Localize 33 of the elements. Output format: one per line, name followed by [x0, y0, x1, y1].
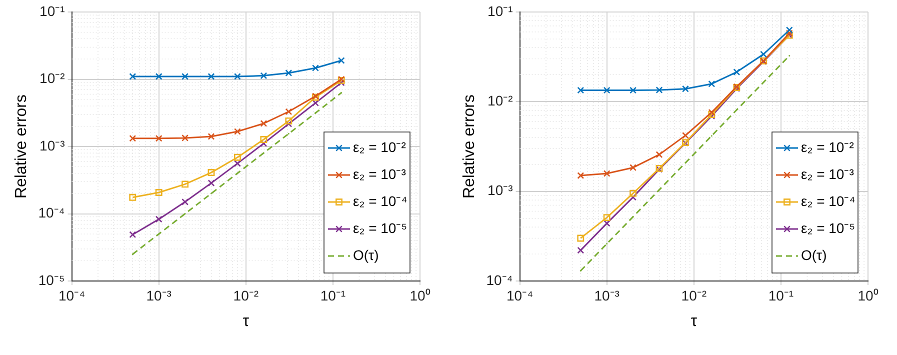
x-tick-label: 10⁻⁴ — [506, 287, 534, 304]
y-tick-label: 10⁻³ — [488, 182, 514, 198]
x-axis-title: τ — [242, 312, 250, 330]
y-axis-title: Relative errors — [13, 94, 30, 199]
x-tick-label: 10⁰ — [410, 287, 430, 304]
x-tick-label: 10⁻³ — [594, 287, 620, 304]
x-tick-label: 10⁰ — [858, 287, 878, 304]
x-tick-label: 10⁻² — [681, 287, 707, 304]
legend-label: O(τ) — [353, 246, 379, 263]
x-tick-label: 10⁻³ — [146, 287, 172, 304]
legend-label: ε₂ = 10⁻³ — [801, 166, 854, 182]
legend-label: ε₂ = 10⁻² — [801, 138, 854, 155]
x-axis-title: τ — [690, 312, 698, 330]
y-tick-label: 10⁻³ — [40, 137, 66, 154]
x-tick-label: 10⁻⁴ — [58, 287, 86, 304]
y-tick-label: 10⁻⁴ — [486, 272, 513, 288]
x-tick-label: 10⁻¹ — [320, 287, 346, 304]
y-tick-label: 10⁻⁴ — [38, 204, 65, 221]
y-tick-label: 10⁻² — [488, 92, 514, 109]
y-tick-label: 10⁻¹ — [40, 2, 66, 19]
x-tick-label: 10⁻² — [233, 287, 259, 304]
legend-label: ε₂ = 10⁻² — [353, 138, 406, 155]
y-tick-label: 10⁻⁵ — [38, 272, 65, 288]
y-axis-title: Relative errors — [461, 94, 478, 199]
legend-label: O(τ) — [801, 246, 827, 263]
y-tick-label: 10⁻² — [40, 70, 66, 86]
legend-label: ε₂ = 10⁻⁵ — [353, 220, 408, 236]
legend-label: ε₂ = 10⁻⁴ — [353, 192, 408, 209]
legend-label: ε₂ = 10⁻⁴ — [801, 192, 856, 209]
x-tick-label: 10⁻¹ — [768, 287, 794, 304]
y-tick-label: 10⁻¹ — [488, 2, 514, 19]
legend-label: ε₂ = 10⁻⁵ — [801, 220, 856, 236]
legend-label: ε₂ = 10⁻³ — [353, 166, 406, 182]
